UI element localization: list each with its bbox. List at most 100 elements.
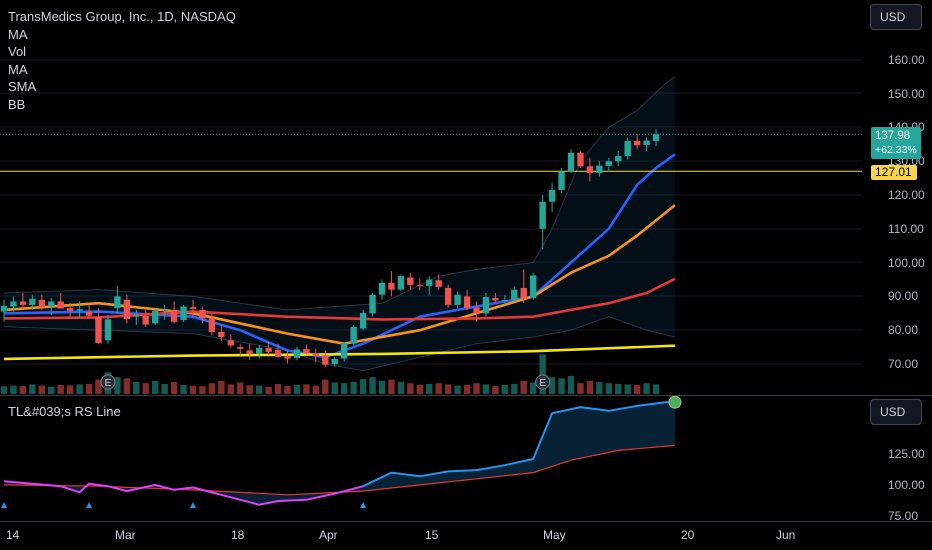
indicator-sma[interactable]: SMA: [8, 79, 37, 94]
candle-body: [492, 298, 499, 301]
candle-body: [378, 282, 386, 295]
candle-body: [567, 152, 575, 172]
candle-body: [95, 316, 102, 344]
candle-body: [152, 310, 159, 324]
volume-bar: [208, 383, 216, 394]
candle-body: [133, 314, 140, 317]
volume-bar: [0, 386, 8, 394]
volume-bar: [322, 379, 329, 394]
indicator-bb[interactable]: BB: [8, 96, 26, 112]
volume-bar: [511, 383, 518, 394]
candle-body: [435, 280, 442, 287]
time-axis-divider: [0, 521, 932, 522]
price-tick-label: 90.00: [888, 289, 919, 304]
volume-bar: [539, 354, 546, 394]
candle-body: [0, 305, 8, 312]
time-tick-label: 15: [425, 528, 439, 542]
volume-bar: [152, 380, 159, 394]
candle-body: [142, 316, 149, 325]
volume-bar: [114, 377, 121, 394]
candle-body: [596, 165, 603, 174]
rs-tick-label: 100.00: [888, 477, 925, 492]
candle-body: [218, 331, 225, 337]
rs-signal-triangle: [1, 502, 7, 508]
candle-body: [624, 140, 631, 157]
candle-body: [586, 166, 594, 174]
candle-body: [29, 298, 36, 305]
volume-bar: [10, 385, 17, 394]
candle-body: [114, 296, 121, 309]
indicator-ma-1[interactable]: MA: [8, 26, 28, 42]
volume-bar: [567, 376, 575, 394]
candle-body: [643, 140, 650, 145]
candle-body: [511, 289, 518, 300]
rs-signal-triangle: [86, 502, 93, 508]
candle-body: [170, 309, 178, 322]
pane-divider[interactable]: [0, 395, 932, 396]
price-tick-label: 80.00: [888, 323, 919, 338]
volume-bar: [530, 382, 537, 394]
candle-body: [237, 347, 244, 349]
volume-bar: [435, 383, 442, 394]
candle-body: [189, 307, 197, 309]
candle-body: [199, 309, 206, 319]
rs-new-high-dot: [668, 396, 682, 409]
candle-body: [57, 301, 64, 309]
candle-body: [38, 299, 45, 308]
candle-body: [633, 140, 641, 146]
volume-bar: [463, 384, 471, 394]
rs-line-underperform: [60, 482, 364, 506]
volume-bar: [293, 384, 301, 394]
volume-bar: [586, 380, 594, 394]
indicator-ma-2[interactable]: MA: [8, 61, 28, 77]
volume-bar: [341, 383, 348, 394]
candle-body: [359, 312, 367, 329]
rs-ma-line: [3, 444, 675, 496]
last-price-label: 137.98 +62.33%: [871, 127, 921, 159]
candle-body: [227, 340, 234, 346]
volume-bar: [19, 386, 27, 394]
volume-bar: [95, 379, 102, 394]
volume-bar: [38, 385, 45, 394]
volume-bar: [265, 386, 272, 394]
candle-body: [444, 287, 452, 305]
earnings-marker-circle: [100, 374, 116, 390]
earnings-marker: E: [100, 374, 116, 390]
candle-body: [161, 309, 168, 311]
candle-body: [454, 294, 461, 305]
volume-bar: [57, 384, 64, 394]
volume-bar: [615, 383, 622, 394]
candle-body: [255, 347, 263, 354]
volume-bar: [633, 384, 641, 394]
price-tick-label: 120.00: [888, 188, 925, 202]
volume-bar: [133, 382, 140, 394]
last-price-change: +62.33%: [875, 144, 917, 156]
indicator-vol[interactable]: Vol: [8, 44, 27, 59]
candle-body: [85, 311, 93, 316]
time-tick-label: 14: [6, 528, 20, 542]
price-tick-label: 110.00: [888, 221, 924, 236]
volume-bar: [624, 384, 631, 394]
rs-tick-label: 125.00: [888, 447, 925, 462]
volume-bar: [558, 378, 565, 394]
candle-body: [501, 300, 509, 302]
rs-line-start: [3, 480, 61, 488]
horizontal-line-label: 127.01: [871, 165, 917, 180]
candle-body: [312, 353, 320, 356]
time-tick-label: Jun: [776, 528, 796, 542]
time-tick-label: 18: [231, 528, 245, 542]
candle-body: [577, 152, 584, 167]
currency-button[interactable]: USD: [870, 4, 922, 30]
rs-signal-triangle: [360, 502, 367, 508]
candle-body: [407, 277, 414, 285]
chart-legend: TransMedics Group, Inc., 1D, NASDAQ MA V…: [8, 8, 236, 113]
rs-line-canvas[interactable]: [0, 396, 862, 522]
candle-body: [19, 301, 27, 305]
volume-bar: [492, 386, 499, 394]
rs-currency-button[interactable]: USD: [870, 399, 922, 425]
candle-body: [463, 296, 471, 309]
time-tick-label: Mar: [115, 528, 136, 542]
volume-bar: [350, 382, 357, 394]
candle-body: [104, 319, 112, 341]
